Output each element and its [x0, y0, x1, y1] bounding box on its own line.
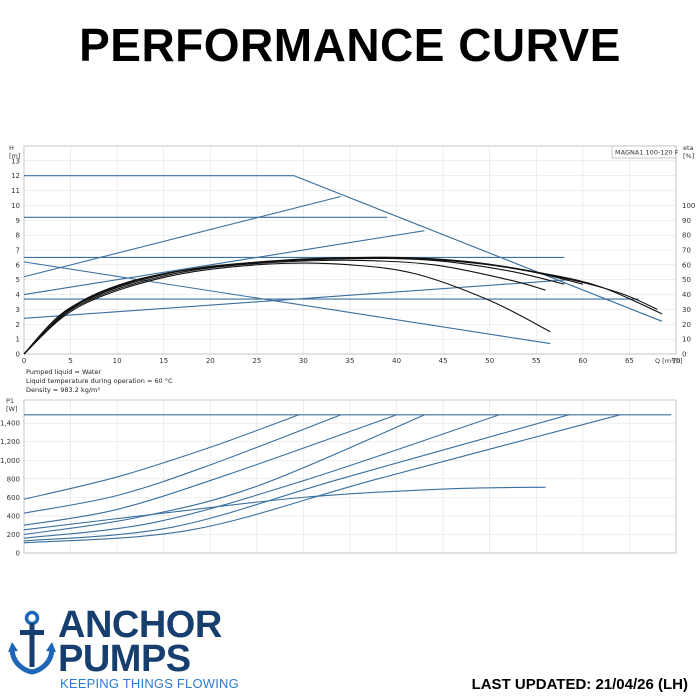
x-tick-label: 70: [672, 357, 681, 365]
page-title: PERFORMANCE CURVE: [79, 19, 621, 71]
y-axis-unit: [m]: [9, 152, 20, 160]
y-tick-label: 1,000: [0, 457, 20, 465]
power-curve: [23, 414, 570, 542]
y-tick-label: 6: [16, 261, 21, 269]
head-chart: 0 5 10 15 20 25 30 35 40 45 50 55 60 65 70012345678910…: [9, 144, 695, 365]
y-tick-label: 800: [7, 475, 20, 483]
x-tick-label: 25: [252, 357, 261, 365]
power-curve: [23, 414, 397, 526]
black-curve: [23, 256, 663, 355]
y-tick-label: 13: [11, 157, 20, 165]
black-curve: [23, 259, 546, 355]
y-axis-label: P1: [6, 397, 14, 405]
power-curve: [23, 486, 546, 531]
y-axis-label: H: [9, 144, 14, 152]
x-axis-label: Q [m³/h]: [655, 357, 683, 365]
blue-curve: [23, 261, 551, 345]
y-tick-label: 0: [16, 550, 20, 558]
last-updated-label: LAST UPDATED: 21/04/26 (LH): [471, 676, 688, 693]
y2-tick-label: 10: [682, 336, 691, 344]
y2-axis-unit: [%]: [683, 152, 694, 160]
y-tick-label: 1: [16, 336, 20, 344]
blue-curve: [23, 279, 569, 319]
x-tick-label: 50: [485, 357, 494, 365]
x-tick-label: 30: [299, 357, 308, 365]
x-tick-label: 10: [113, 357, 122, 365]
black-curve: [23, 262, 551, 355]
power-curve: [23, 414, 500, 539]
y-tick-label: 0: [16, 351, 20, 359]
y-tick-label: 5: [16, 276, 20, 284]
y-tick-label: 11: [11, 187, 20, 195]
logo-word-pumps: PUMPS: [58, 638, 191, 680]
y2-tick-label: 100: [682, 202, 695, 210]
power-curve: [23, 414, 425, 535]
y-tick-label: 3: [16, 306, 20, 314]
y-tick-label: 600: [7, 494, 20, 502]
y2-tick-label: 30: [682, 306, 691, 314]
x-tick-label: 0: [22, 357, 26, 365]
company-logo: ANCHOR PUMPS KEEPING THINGS FLOWING: [8, 602, 248, 692]
note-line: Liquid temperature during operation = 60…: [26, 377, 173, 385]
y2-tick-label: 20: [682, 321, 691, 329]
y2-tick-label: 60: [682, 261, 691, 269]
model-box: MAGNA1 100-120 F: [611, 145, 679, 159]
y2-tick-label: 80: [682, 232, 691, 240]
y-tick-label: 9: [16, 217, 20, 225]
y-tick-label: 2: [16, 321, 20, 329]
power-curve: [23, 414, 341, 514]
note-line: Pumped liquid = Water: [26, 368, 101, 376]
power-chart: 0 200 400 600 800 1,000 1,200 1,400 P1[W]: [0, 397, 677, 558]
y-tick-label: 8: [16, 232, 20, 240]
y-tick-label: 4: [16, 291, 21, 299]
power-curve: [23, 414, 621, 544]
note-line: Density = 983.2 kg/m³: [26, 386, 100, 394]
y-tick-label: 10: [11, 202, 20, 210]
blue-curve: [23, 195, 341, 278]
x-tick-label: 5: [68, 357, 72, 365]
y2-tick-label: 0: [682, 351, 686, 359]
y-tick-label: 200: [7, 531, 20, 539]
power-curve: [23, 414, 299, 500]
y-tick-label: 12: [11, 172, 20, 180]
plot-frame: [23, 399, 677, 554]
x-tick-label: 55: [532, 357, 541, 365]
y-tick-label: 7: [16, 247, 20, 255]
x-tick-label: 65: [625, 357, 634, 365]
logo-word-anchor: ANCHOR: [58, 604, 222, 646]
y-tick-label: 1,400: [0, 420, 20, 428]
model-label: MAGNA1 100-120 F: [615, 149, 679, 157]
anchor-icon: [8, 610, 56, 675]
y2-tick-label: 50: [682, 276, 691, 284]
black-curve: [23, 257, 565, 355]
x-tick-label: 40: [392, 357, 401, 365]
y2-axis-label: eta: [683, 144, 694, 152]
y2-tick-label: 90: [682, 217, 691, 225]
x-tick-label: 45: [439, 357, 448, 365]
y-axis-unit: [W]: [6, 405, 18, 413]
x-tick-label: 20: [206, 357, 215, 365]
y-tick-label: 400: [7, 512, 20, 520]
logo-tagline: KEEPING THINGS FLOWING: [60, 676, 239, 691]
y2-tick-label: 70: [682, 247, 691, 255]
blue-curve: [23, 230, 425, 296]
black-curve: [23, 257, 658, 355]
operating-notes: Pumped liquid = Water Liquid temperature…: [26, 368, 173, 394]
x-tick-label: 15: [159, 357, 168, 365]
x-tick-label: 60: [578, 357, 587, 365]
y2-tick-label: 40: [682, 291, 691, 299]
y-tick-label: 1,200: [0, 438, 20, 446]
x-tick-label: 35: [346, 357, 355, 365]
plot-frame: [23, 145, 677, 355]
